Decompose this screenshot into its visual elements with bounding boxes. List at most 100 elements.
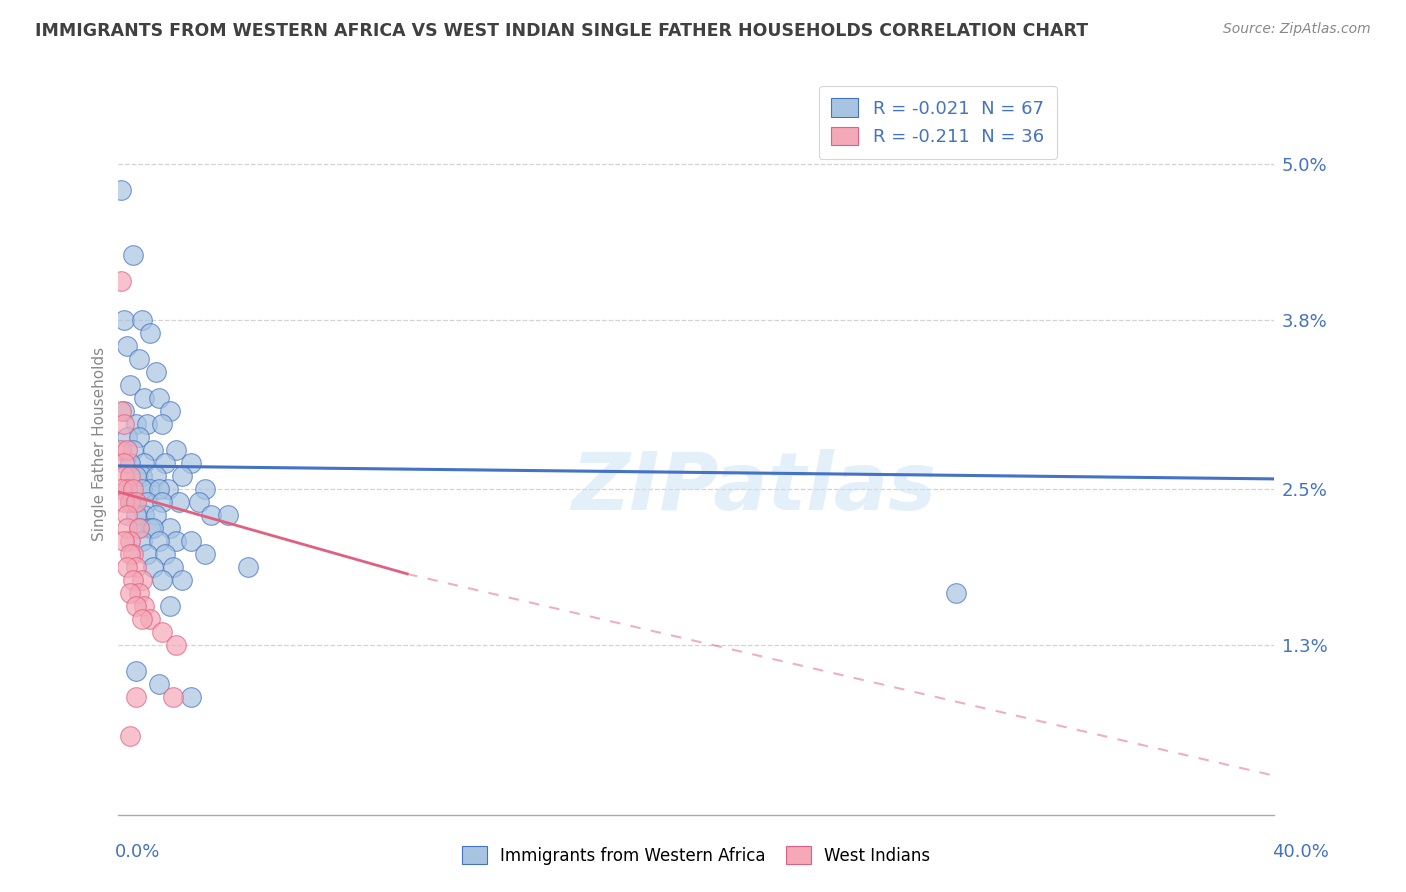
Text: ZIPatlas: ZIPatlas	[571, 450, 936, 527]
Point	[112, 417, 135, 432]
Point	[142, 443, 165, 458]
Point	[128, 586, 150, 600]
Point	[136, 495, 159, 509]
Point	[180, 534, 202, 549]
Point	[139, 483, 162, 497]
Point	[180, 690, 202, 705]
Text: 0.0%: 0.0%	[115, 843, 160, 861]
Point	[125, 560, 148, 574]
Point	[142, 560, 165, 574]
Point	[180, 456, 202, 470]
Point	[128, 430, 150, 444]
Point	[145, 365, 167, 379]
Point	[122, 574, 145, 588]
Point	[136, 547, 159, 561]
Point	[110, 183, 132, 197]
Point	[162, 560, 184, 574]
Point	[110, 443, 132, 458]
Point	[150, 574, 173, 588]
Point	[134, 599, 156, 614]
Point	[118, 495, 141, 509]
Point	[194, 483, 217, 497]
Point	[128, 521, 150, 535]
Point	[118, 456, 141, 470]
Point	[115, 560, 138, 574]
Point	[122, 483, 145, 497]
Point	[115, 521, 138, 535]
Point	[112, 469, 135, 483]
Point	[153, 547, 176, 561]
Text: Source: ZipAtlas.com: Source: ZipAtlas.com	[1223, 22, 1371, 37]
Point	[142, 521, 165, 535]
Point	[136, 417, 159, 432]
Y-axis label: Single Father Households: Single Father Households	[93, 347, 107, 541]
Point	[131, 574, 153, 588]
Point	[110, 274, 132, 288]
Point	[170, 469, 193, 483]
Point	[118, 547, 141, 561]
Point	[139, 521, 162, 535]
Point	[118, 534, 141, 549]
Legend: R = -0.021  N = 67, R = -0.211  N = 36: R = -0.021 N = 67, R = -0.211 N = 36	[818, 86, 1056, 159]
Point	[131, 612, 153, 626]
Point	[238, 560, 260, 574]
Point	[115, 483, 138, 497]
Point	[139, 612, 162, 626]
Point	[128, 521, 150, 535]
Point	[118, 469, 141, 483]
Point	[170, 574, 193, 588]
Point	[150, 495, 173, 509]
Point	[115, 483, 138, 497]
Point	[112, 313, 135, 327]
Point	[118, 586, 141, 600]
Point	[125, 417, 148, 432]
Point	[118, 495, 141, 509]
Point	[115, 430, 138, 444]
Point	[159, 599, 181, 614]
Point	[165, 534, 187, 549]
Point	[162, 690, 184, 705]
Point	[165, 443, 187, 458]
Point	[200, 508, 222, 523]
Point	[153, 456, 176, 470]
Text: 40.0%: 40.0%	[1272, 843, 1329, 861]
Point	[159, 521, 181, 535]
Point	[112, 495, 135, 509]
Point	[125, 665, 148, 679]
Point	[112, 534, 135, 549]
Point	[139, 326, 162, 341]
Point	[115, 339, 138, 353]
Point	[118, 730, 141, 744]
Point	[150, 417, 173, 432]
Point	[145, 508, 167, 523]
Point	[217, 508, 239, 523]
Point	[165, 639, 187, 653]
Point	[115, 508, 138, 523]
Point	[131, 469, 153, 483]
Point	[118, 378, 141, 392]
Point	[115, 443, 138, 458]
Point	[125, 495, 148, 509]
Point	[125, 469, 148, 483]
Point	[167, 495, 190, 509]
Point	[145, 469, 167, 483]
Point	[134, 508, 156, 523]
Point	[148, 534, 170, 549]
Point	[122, 495, 145, 509]
Point	[131, 483, 153, 497]
Point	[122, 443, 145, 458]
Point	[125, 508, 148, 523]
Point	[134, 391, 156, 405]
Point	[125, 690, 148, 705]
Point	[148, 677, 170, 691]
Point	[131, 313, 153, 327]
Point	[128, 352, 150, 367]
Point	[134, 456, 156, 470]
Point	[112, 456, 135, 470]
Point	[150, 625, 173, 640]
Point	[945, 586, 967, 600]
Point	[122, 547, 145, 561]
Point	[125, 599, 148, 614]
Point	[159, 404, 181, 418]
Point	[110, 483, 132, 497]
